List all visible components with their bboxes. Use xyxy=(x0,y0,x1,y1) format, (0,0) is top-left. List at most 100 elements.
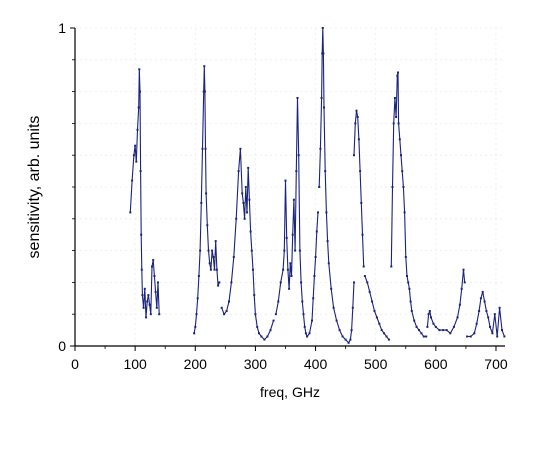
data-point xyxy=(297,154,300,157)
series-line xyxy=(364,275,390,340)
data-point xyxy=(353,154,355,157)
data-point xyxy=(194,325,197,328)
data-point xyxy=(361,233,364,236)
data-point xyxy=(300,281,303,284)
data-point xyxy=(473,332,476,335)
data-point xyxy=(142,306,145,309)
data-point xyxy=(445,329,448,332)
data-point xyxy=(354,122,357,125)
data-point xyxy=(426,325,429,328)
data-point xyxy=(415,325,418,328)
data-point xyxy=(223,313,226,316)
data-point xyxy=(143,287,146,290)
data-point xyxy=(241,192,244,195)
data-point xyxy=(253,294,256,297)
data-point xyxy=(390,265,393,268)
data-point xyxy=(438,329,441,332)
data-point xyxy=(332,306,335,309)
data-point xyxy=(420,332,423,335)
data-point xyxy=(319,147,322,150)
y-ticks: 01 xyxy=(58,20,75,354)
data-point xyxy=(341,335,344,338)
data-point xyxy=(378,322,381,325)
data-point xyxy=(209,268,212,271)
data-point xyxy=(218,281,221,284)
data-point xyxy=(402,186,405,188)
data-point xyxy=(323,106,325,109)
data-point xyxy=(235,217,238,220)
data-point xyxy=(285,236,288,239)
data-point xyxy=(355,109,358,112)
x-tick-label: 0 xyxy=(71,356,79,372)
data-point xyxy=(483,300,486,303)
data-point xyxy=(203,90,206,93)
data-point xyxy=(282,268,285,271)
series-line xyxy=(353,110,365,267)
data-point xyxy=(313,275,316,277)
plot-grid xyxy=(75,27,505,346)
data-point xyxy=(212,256,215,258)
data-point xyxy=(403,211,406,214)
data-point xyxy=(338,329,341,332)
data-point xyxy=(407,281,410,284)
data-point xyxy=(318,186,321,188)
x-tick-label: 700 xyxy=(484,356,508,372)
data-point xyxy=(401,170,404,173)
x-tick-label: 400 xyxy=(304,356,328,372)
data-point xyxy=(347,341,350,344)
y-tick-label: 1 xyxy=(58,20,66,36)
data-point xyxy=(242,201,245,204)
data-point xyxy=(266,335,269,338)
data-point xyxy=(387,338,390,341)
y-axis-label: sensitivity, arb. units xyxy=(26,116,43,259)
data-point xyxy=(496,335,499,338)
data-point xyxy=(452,325,455,328)
data-point xyxy=(380,329,383,332)
data-point xyxy=(279,281,282,284)
data-point xyxy=(418,329,420,332)
data-point xyxy=(228,300,230,303)
data-point xyxy=(195,313,198,316)
data-point xyxy=(371,300,374,303)
data-point xyxy=(351,306,354,309)
data-point xyxy=(404,256,407,258)
data-point xyxy=(138,68,141,71)
data-point xyxy=(413,319,416,322)
data-point xyxy=(139,170,142,173)
data-point xyxy=(206,224,209,227)
data-point xyxy=(360,201,363,204)
data-point xyxy=(432,322,435,325)
data-point xyxy=(393,97,396,99)
data-point xyxy=(204,147,207,150)
data-point xyxy=(409,300,412,303)
data-point xyxy=(129,211,132,214)
data-point xyxy=(290,275,293,277)
data-point xyxy=(311,319,313,322)
data-point xyxy=(193,332,196,335)
data-point xyxy=(430,316,432,319)
data-point xyxy=(258,332,260,335)
data-point xyxy=(350,329,353,332)
data-point xyxy=(321,52,324,55)
series-line xyxy=(390,71,427,338)
data-point xyxy=(272,319,275,322)
data-point xyxy=(243,217,246,220)
data-point xyxy=(141,294,144,297)
series-line xyxy=(318,27,355,344)
data-point xyxy=(139,90,141,93)
data-point xyxy=(325,211,328,214)
data-point xyxy=(395,116,398,118)
data-point xyxy=(197,275,200,277)
data-point xyxy=(493,313,496,316)
data-point xyxy=(363,275,366,277)
data-point xyxy=(158,313,161,316)
data-point xyxy=(152,259,155,262)
data-point xyxy=(392,122,395,125)
data-point xyxy=(501,329,503,332)
data-point xyxy=(304,332,307,335)
data-point xyxy=(391,186,394,188)
x-tick-label: 300 xyxy=(244,356,268,372)
data-point xyxy=(427,313,430,316)
data-point xyxy=(269,329,272,332)
data-point xyxy=(466,335,469,338)
